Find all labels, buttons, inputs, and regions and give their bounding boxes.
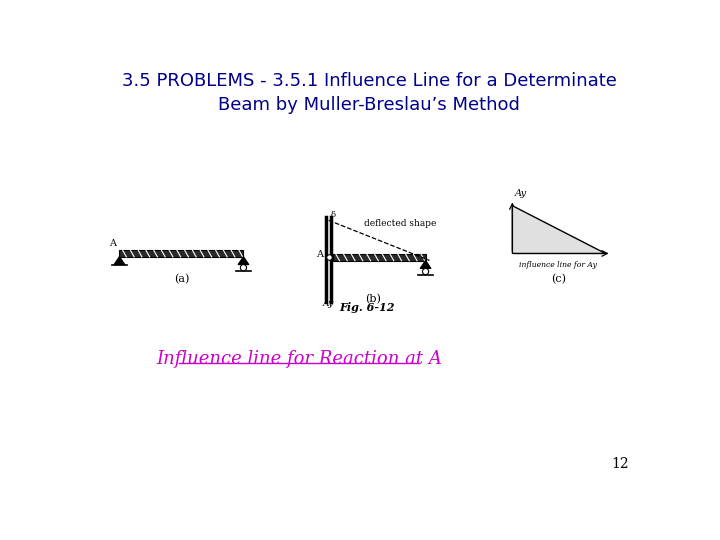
Text: A: A: [316, 249, 323, 259]
Polygon shape: [420, 260, 431, 268]
Text: Influence line for Reaction at A: Influence line for Reaction at A: [156, 350, 442, 368]
Polygon shape: [238, 256, 249, 265]
Bar: [120, 250, 243, 257]
Text: 12: 12: [611, 457, 629, 471]
Text: A: A: [109, 239, 117, 248]
Text: Ay: Ay: [323, 299, 334, 308]
Bar: [333, 254, 426, 261]
Polygon shape: [513, 206, 606, 253]
Polygon shape: [114, 256, 125, 265]
Text: δ: δ: [330, 211, 336, 219]
Text: 3.5 PROBLEMS - 3.5.1 Influence Line for a Determinate
Beam by Muller-Breslau’s M: 3.5 PROBLEMS - 3.5.1 Influence Line for …: [122, 72, 616, 114]
Text: (b): (b): [365, 294, 381, 304]
Circle shape: [240, 265, 246, 271]
Text: Ay: Ay: [515, 190, 527, 199]
Circle shape: [423, 268, 428, 275]
Text: (a): (a): [174, 274, 189, 285]
Text: influence line for Ay: influence line for Ay: [518, 261, 596, 269]
Text: deflected shape: deflected shape: [364, 219, 436, 228]
Text: (c): (c): [552, 274, 567, 285]
Text: Fig. 6-12: Fig. 6-12: [340, 302, 395, 313]
